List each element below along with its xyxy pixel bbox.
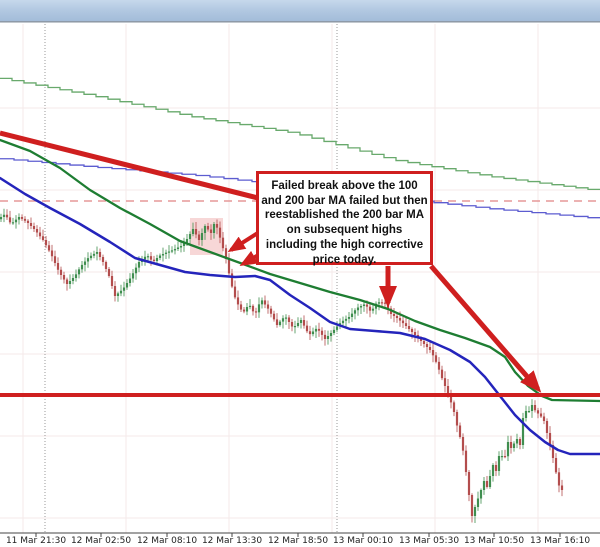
x-axis-label: 13 Mar 00:10: [332, 536, 394, 546]
highlight-rect: [190, 218, 223, 255]
window-titlebar[interactable]: [0, 0, 600, 22]
x-axis: [0, 532, 600, 537]
gridlines: [0, 24, 600, 533]
x-axis-label: 13 Mar 10:50: [463, 536, 525, 546]
x-axis-label: 11 Mar 21:30: [5, 536, 67, 546]
x-axis-label: 13 Mar 16:10: [529, 536, 591, 546]
x-axis-label: 13 Mar 05:30: [398, 536, 460, 546]
x-axis-label: 12 Mar 18:50: [267, 536, 329, 546]
candlesticks: [0, 208, 564, 523]
annotation-box: Failed break above the 100 and 200 bar M…: [256, 171, 433, 266]
x-axis-label: 12 Mar 02:50: [70, 536, 132, 546]
x-axis-label: 12 Mar 13:30: [201, 536, 263, 546]
moving-average-lines: [0, 138, 600, 456]
x-axis-label: 12 Mar 08:10: [136, 536, 198, 546]
